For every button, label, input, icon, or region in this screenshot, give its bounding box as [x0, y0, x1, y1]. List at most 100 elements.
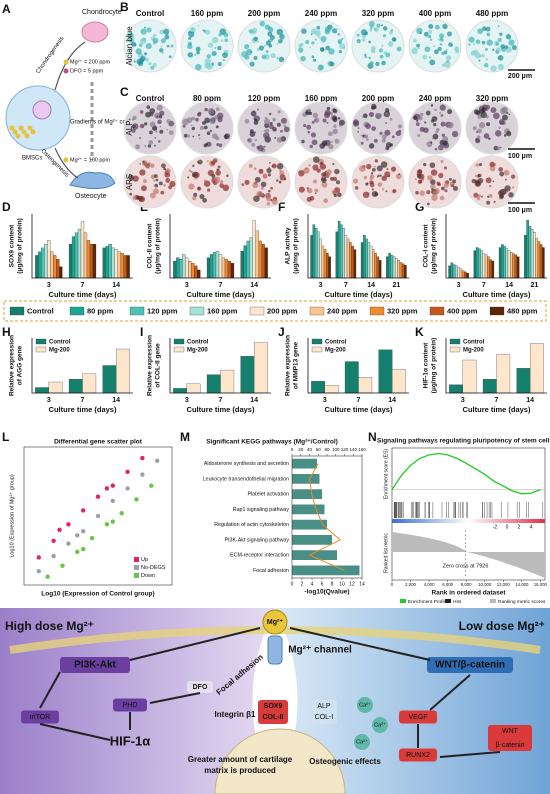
micrograph-texture — [385, 122, 388, 124]
bar — [292, 519, 327, 530]
micrograph-texture — [330, 177, 334, 181]
micrograph-texture — [276, 42, 279, 45]
point — [60, 563, 65, 568]
bar — [312, 224, 316, 279]
bar — [292, 458, 317, 469]
ca-ion — [354, 734, 370, 750]
micrograph-texture — [365, 123, 371, 129]
micrograph-texture — [477, 176, 479, 179]
micrograph-texture — [313, 179, 318, 184]
micrograph-texture — [209, 117, 216, 125]
point — [89, 535, 95, 541]
micrograph-texture — [261, 54, 267, 60]
axis — [169, 214, 271, 279]
micrograph-texture — [325, 170, 327, 173]
x-axis-label: Culture time (days) — [187, 405, 255, 414]
micrograph-texture — [370, 27, 373, 30]
x2-tick-label: 160 — [358, 447, 366, 452]
bar — [50, 251, 54, 279]
micrograph-texture — [452, 179, 457, 184]
micrograph-texture — [329, 61, 335, 67]
micrograph-texture — [477, 194, 481, 198]
micrograph-texture — [216, 168, 219, 171]
micrograph-texture — [353, 120, 360, 127]
bar — [491, 260, 495, 279]
micrograph-texture — [149, 192, 156, 199]
micrograph-texture — [379, 174, 382, 177]
micrograph — [351, 155, 405, 209]
micrograph-texture — [324, 109, 331, 116]
pathway-box — [187, 681, 213, 693]
bar — [114, 249, 118, 279]
micrograph-texture — [191, 126, 196, 131]
bar — [111, 247, 115, 279]
micrograph-texture — [158, 115, 163, 119]
micrograph-texture — [328, 48, 335, 55]
bar — [482, 379, 497, 394]
micrograph-texture — [198, 134, 201, 137]
y-axis-label: HIF-1α content — [423, 342, 430, 388]
micrograph-texture — [314, 188, 319, 193]
micrograph-texture — [495, 42, 499, 46]
micrograph-texture — [475, 163, 479, 167]
point — [75, 549, 80, 555]
micrograph-texture — [139, 110, 144, 114]
micrograph-texture — [485, 115, 489, 119]
x-tick-label: 14 — [367, 282, 375, 289]
colorbar-label: -2 — [493, 524, 498, 530]
micrograph-texture — [158, 181, 163, 186]
legend-label: No-DEGS — [141, 565, 166, 571]
micrograph-texture — [496, 146, 501, 151]
micrograph-texture — [276, 57, 279, 60]
micrograph-texture — [371, 168, 376, 172]
y-axis-label: COL-II content — [147, 223, 154, 269]
micrograph-texture — [490, 107, 497, 114]
bar — [537, 241, 541, 279]
dfo-dot — [63, 68, 69, 74]
bar — [194, 265, 198, 279]
micrograph-texture — [132, 175, 139, 182]
micrograph-texture — [425, 110, 431, 116]
micrograph-texture — [165, 168, 171, 174]
micrograph-texture — [252, 182, 259, 189]
panel-label: M — [180, 430, 190, 444]
category-label: Platelet activation — [247, 492, 289, 498]
micrograph-texture — [478, 59, 481, 62]
label: 200 ppm — [362, 94, 394, 103]
micrograph-texture — [206, 188, 211, 192]
x2-tick-label: 80 — [324, 447, 330, 452]
diagram-label: WNT/β-catenin — [435, 660, 505, 671]
micrograph-texture — [475, 39, 481, 45]
point — [110, 498, 116, 504]
arrow-chondro — [54, 41, 86, 91]
micrograph-texture — [206, 160, 209, 163]
micrograph-texture — [168, 55, 172, 59]
label: ALP — [125, 120, 134, 135]
micrograph-texture — [443, 182, 449, 188]
micrograph-texture — [375, 61, 380, 67]
diagram-label: Mg²⁺ — [267, 619, 283, 626]
bar — [227, 261, 232, 279]
micrograph-texture — [389, 117, 393, 121]
micrograph-texture — [316, 168, 321, 173]
label: BMSCs — [22, 156, 42, 162]
panel-label: G — [415, 200, 424, 214]
micrograph-texture — [250, 110, 257, 117]
bar — [374, 252, 377, 279]
x-tick-label: 3 — [457, 282, 461, 289]
micrograph-texture — [495, 47, 502, 53]
micrograph-texture — [310, 33, 313, 36]
micrograph-texture — [321, 177, 327, 183]
bar — [346, 238, 350, 279]
micrograph-texture — [217, 112, 224, 119]
micrograph-texture — [307, 108, 312, 112]
micrograph-texture — [314, 117, 320, 123]
x-tick-label: 14 — [112, 282, 120, 289]
bar — [390, 255, 394, 279]
x-tick-label: 3 — [323, 397, 327, 404]
label: Alcian blue — [125, 26, 134, 66]
bar — [314, 228, 318, 279]
micrograph-texture — [475, 180, 481, 186]
micrograph-texture — [152, 125, 158, 131]
